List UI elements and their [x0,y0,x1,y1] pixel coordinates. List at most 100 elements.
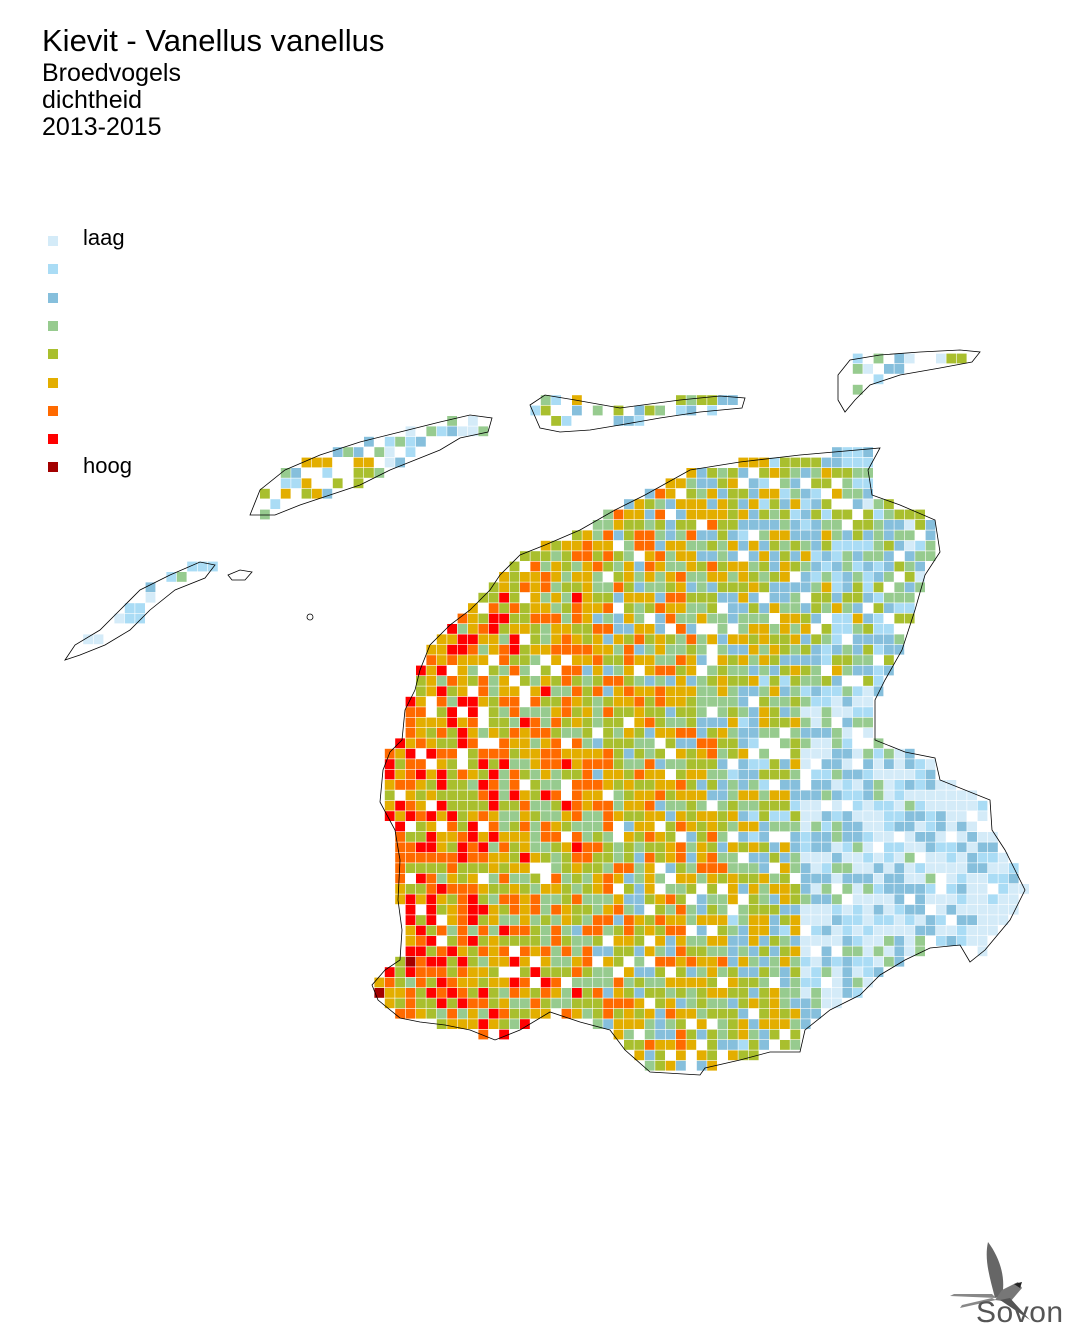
grid-cell [582,904,593,915]
grid-cell [717,936,728,946]
grid-cell [457,936,468,946]
grid-cell [665,925,676,936]
grid-cell [790,780,801,790]
grid-cell [572,665,582,676]
grid-cell [509,915,520,925]
grid-cell [925,832,936,842]
grid-cell [904,353,915,364]
grid-cell [759,832,769,842]
grid-cell [478,644,489,655]
grid-cell [800,863,811,873]
grid-cell [800,977,811,988]
grid-cell [884,499,894,509]
grid-cell [821,468,832,478]
grid-cell [738,468,749,478]
grid-cell [738,842,749,853]
grid-cell [696,478,707,489]
grid-cell [634,759,645,769]
grid-cell [769,1008,780,1019]
grid-cell [551,946,561,957]
grid-cell [676,1060,686,1071]
grid-cell [998,884,1009,894]
grid-cell [873,738,884,749]
grid-cell [832,821,842,832]
grid-cell [582,884,593,894]
grid-cell [852,488,863,499]
grid-cell [655,509,665,520]
grid-cell [551,915,561,925]
grid-cell [832,520,842,530]
grid-cell [416,665,426,676]
grid-cell [572,988,582,998]
grid-cell [603,780,613,790]
grid-cell [956,925,967,936]
grid-cell [759,748,769,759]
grid-cell [915,946,925,957]
grid-cell [603,811,613,821]
grid-cell [759,946,769,957]
grid-cell [873,811,884,821]
grid-cell [728,936,738,946]
grid-cell [634,884,645,894]
grid-cell [530,811,541,821]
grid-cell [717,1019,728,1029]
grid-cell [967,936,977,946]
grid-cell [946,884,957,894]
grid-cell [436,738,447,749]
grid-cell [592,821,603,832]
grid-cell [852,769,863,780]
grid-cell [696,561,707,572]
grid-cell [769,894,780,905]
grid-cell [717,1008,728,1019]
grid-cell [696,488,707,499]
grid-cell [800,748,811,759]
grid-cell [405,790,416,801]
grid-cell [436,988,447,998]
grid-cell [561,540,572,551]
grid-cell [457,842,468,853]
grid-cell [436,842,447,853]
grid-cell [832,707,842,717]
grid-cell [728,863,738,873]
grid-cell [592,977,603,988]
grid-cell [894,582,905,593]
grid-cell [769,468,780,478]
grid-cell [634,904,645,915]
grid-cell [696,395,707,405]
grid-cell [405,717,416,728]
grid-cell [759,520,769,530]
map-title: Kievit - Vanellus vanellus [42,23,385,58]
grid-cell [915,821,925,832]
grid-cell [738,509,749,520]
grid-cell [644,676,655,686]
grid-cell [634,728,645,738]
grid-cell [852,884,863,894]
grid-cell [759,728,769,738]
grid-cell [624,655,634,665]
grid-cell [603,686,613,697]
grid-cell [582,707,593,717]
grid-cell [832,936,842,946]
grid-cell [676,613,686,624]
grid-cell [863,925,873,936]
grid-cell [468,426,478,437]
grid-cell [863,769,873,780]
grid-cell [915,551,925,561]
grid-cell [447,676,457,686]
grid-cell [624,520,634,530]
grid-cell [676,696,686,707]
grid-cell [509,998,520,1009]
grid-cell [800,811,811,821]
grid-cell [956,915,967,925]
grid-cell [395,738,405,749]
grid-cell [416,842,426,853]
grid-cell [759,884,769,894]
grid-cell [582,728,593,738]
grid-cell [634,988,645,998]
grid-cell [790,946,801,957]
grid-cell [436,925,447,936]
grid-cell [634,832,645,842]
grid-cell [603,613,613,624]
grid-cell [759,613,769,624]
grid-cell [769,790,780,801]
